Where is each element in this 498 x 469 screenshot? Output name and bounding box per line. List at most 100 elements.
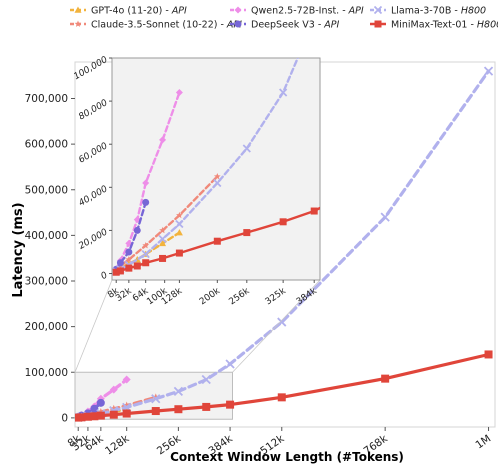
- main-data-point: [122, 409, 131, 418]
- inset-data-point: [158, 234, 167, 244]
- inset-data-point: [112, 268, 120, 276]
- inset-data-point: [141, 249, 150, 259]
- zoom-connector-lines: [74, 279, 321, 373]
- zoom-connector-line: [74, 279, 113, 373]
- inset-data-point: [159, 239, 167, 247]
- legend-label: Qwen2.5-72B-Inst. - API: [251, 6, 364, 17]
- y-tick-label: 500,000: [25, 184, 68, 196]
- inset-data-point: [142, 259, 150, 267]
- legend-series-name: GPT-4o (11-20) -: [91, 6, 172, 17]
- main-data-point: [122, 375, 131, 384]
- y-tick-label: 600,000: [25, 139, 68, 151]
- x-axis-label: Context Window Length (#Tokens): [170, 450, 404, 464]
- legend-marker: [74, 6, 82, 13]
- inset-data-point: [213, 178, 222, 188]
- legend-item: Llama-3-70B - H800: [370, 6, 486, 17]
- main-data-point: [226, 400, 235, 409]
- main-data-point: [483, 66, 494, 76]
- inset-data-point: [175, 88, 183, 96]
- y-tick-label: 0: [61, 412, 68, 424]
- main-data-point: [225, 359, 235, 369]
- y-tick-label: 700,000: [25, 93, 68, 105]
- main-data-point: [96, 398, 105, 407]
- legend-series-name: Qwen2.5-72B-Inst. -: [251, 6, 349, 17]
- legend-series-tag: API: [226, 20, 242, 31]
- main-data-point: [201, 374, 211, 385]
- main-data-point: [380, 212, 390, 222]
- legend-label: MiniMax-Text-01 - H800: [391, 20, 498, 31]
- legend-series-name: Claude-3.5-Sonnet (10-22) -: [91, 20, 227, 31]
- inset-data-point: [175, 249, 183, 257]
- inset-data-point: [213, 173, 221, 180]
- inset-data-point: [242, 144, 251, 153]
- inset-data-point: [116, 259, 124, 267]
- inset-data-point: [279, 88, 288, 97]
- legend-marker: [234, 6, 242, 14]
- main-data-point: [96, 411, 105, 420]
- main-data-point: [173, 386, 184, 397]
- inset-data-point: [142, 242, 150, 249]
- y-tick-label: 300,000: [25, 276, 68, 288]
- legend-series-name: DeepSeek V3 -: [251, 20, 324, 31]
- legend-item: Qwen2.5-72B-Inst. - API: [230, 6, 364, 17]
- main-data-point: [277, 317, 287, 327]
- legend-marker: [373, 5, 383, 15]
- main-data-point: [381, 374, 390, 383]
- main-data-point: [109, 385, 118, 394]
- inset-data-point: [159, 136, 167, 144]
- legend-series-tag: H800: [477, 20, 498, 31]
- legend-series-name: Llama-3-70B -: [391, 6, 461, 17]
- inset-data-point: [116, 267, 124, 275]
- main-data-point: [83, 412, 92, 421]
- legend-series-tag: API: [171, 6, 187, 17]
- legend-item: DeepSeek V3 - API: [230, 20, 340, 31]
- legend-label: Llama-3-70B - H800: [391, 6, 486, 17]
- y-tick-label: 400,000: [25, 230, 68, 242]
- main-data-point: [151, 394, 161, 404]
- inset-plot: [112, 58, 320, 276]
- legend-marker: [74, 20, 82, 27]
- main-data-point: [90, 404, 99, 413]
- inset-data-point: [142, 179, 150, 187]
- main-data-point: [90, 412, 99, 421]
- inset-data-point: [176, 211, 183, 219]
- main-data-point: [484, 350, 493, 359]
- y-axis-label: Latency (ms): [11, 202, 26, 297]
- inset-data-point: [142, 198, 150, 206]
- legend-label: Claude-3.5-Sonnet (10-22) - API: [91, 20, 242, 31]
- main-plot: [75, 66, 494, 423]
- inset-data-point: [310, 207, 318, 215]
- legend-marker: [374, 20, 382, 28]
- legend-label: GPT-4o (11-20) - API: [91, 6, 187, 17]
- inset-data-point: [159, 226, 166, 234]
- inset-data-point: [279, 218, 287, 226]
- inset-data-point: [175, 229, 183, 236]
- main-data-point: [174, 405, 183, 414]
- inset-data-point: [125, 256, 133, 263]
- main-series: [75, 350, 493, 422]
- main-data-point: [202, 402, 211, 411]
- inset-data-point: [133, 262, 141, 270]
- y-tick-label: 100,000: [25, 367, 68, 379]
- x-tick-label: 128k: [103, 432, 132, 457]
- legend-series-name: MiniMax-Text-01 -: [391, 20, 477, 31]
- legend-series-tag: API: [348, 6, 364, 17]
- inset-y-tick-label: 0: [100, 270, 110, 282]
- legend-item: Claude-3.5-Sonnet (10-22) - API: [70, 20, 242, 31]
- zoom-connector-line: [232, 279, 321, 373]
- main-data-point: [109, 410, 118, 419]
- legend-item: GPT-4o (11-20) - API: [70, 6, 187, 17]
- main-data-point: [151, 407, 160, 416]
- inset-data-point: [243, 229, 251, 237]
- legend-marker: [234, 20, 242, 28]
- inset-data-point: [159, 254, 167, 262]
- legend-label: DeepSeek V3 - API: [251, 20, 340, 31]
- main-data-point: [77, 413, 86, 422]
- legend-series-tag: API: [323, 20, 339, 31]
- main-data-point: [277, 393, 286, 402]
- inset-data-point: [133, 226, 141, 234]
- x-tick-label: 1M: [473, 433, 493, 452]
